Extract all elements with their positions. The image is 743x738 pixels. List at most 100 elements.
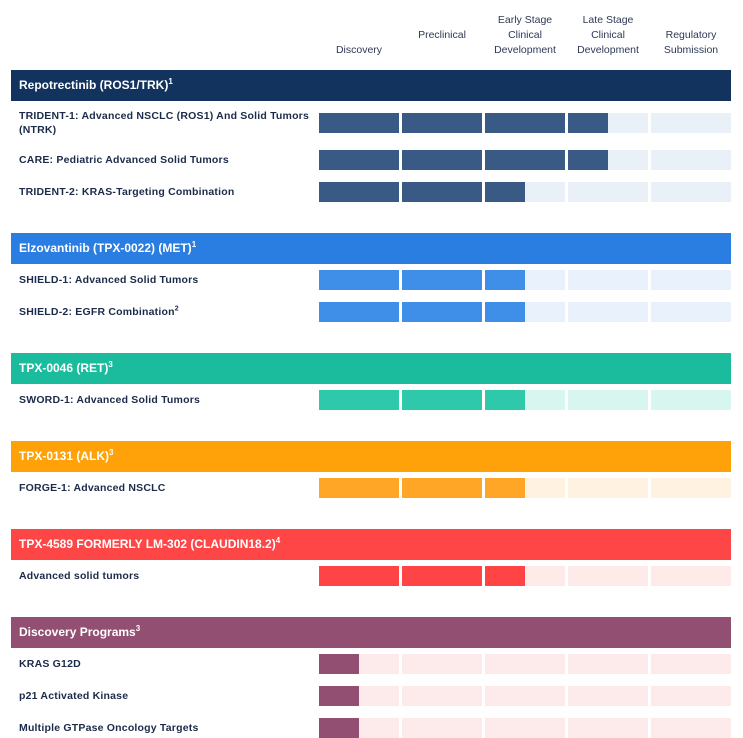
progress-bar-segment	[319, 182, 399, 202]
phase-track-cell	[568, 182, 648, 202]
progress-bar-segment	[319, 270, 399, 290]
progress-bar-segment	[319, 718, 359, 738]
trial-label: SHIELD-2: EGFR Combination2	[19, 305, 309, 319]
phase-header: Regulatory Submission	[663, 29, 719, 56]
phase-track-cell	[651, 150, 731, 170]
trial-label: Advanced solid tumors	[19, 569, 309, 583]
phase-track-cell	[402, 686, 482, 706]
phase-track-cell	[651, 566, 731, 586]
progress-bar-segment	[319, 686, 359, 706]
phase-track-cell	[402, 718, 482, 738]
footnote-marker: 1	[168, 77, 173, 86]
program-header: Elzovantinib (TPX-0022) (MET)1	[11, 233, 731, 264]
footnote-marker: 3	[108, 360, 113, 369]
footnote-marker: 2	[174, 305, 179, 313]
phase-track-cell	[568, 566, 648, 586]
trial-label: SWORD-1: Advanced Solid Tumors	[19, 393, 309, 407]
footnote-marker: 4	[275, 536, 281, 545]
phase-track-cell	[651, 390, 731, 410]
program-header: TPX-0046 (RET)3	[11, 353, 731, 384]
phase-track-cell	[568, 654, 648, 674]
trial-name: KRAS G12D	[19, 658, 81, 670]
progress-bar-segment	[319, 112, 399, 133]
progress-bar-segment	[319, 302, 399, 322]
progress-bar-segment	[319, 478, 399, 498]
progress-bar-segment	[402, 150, 482, 170]
progress-bar-segment	[402, 112, 482, 133]
phase-track-cell	[651, 182, 731, 202]
progress-bar-segment	[319, 566, 399, 586]
program-name: Elzovantinib (TPX-0022) (MET)	[19, 241, 192, 255]
phase-track-cell	[651, 270, 731, 290]
trial-label: TRIDENT-1: Advanced NSCLC (ROS1) And Sol…	[19, 109, 309, 137]
phase-track-cell	[651, 302, 731, 322]
phase-track-cell	[651, 112, 731, 133]
trial-name: Advanced solid tumors	[19, 570, 140, 582]
trial-name: FORGE-1: Advanced NSCLC	[19, 482, 166, 494]
trial-label: CARE: Pediatric Advanced Solid Tumors	[19, 153, 309, 167]
program-header: TPX-4589 FORMERLY LM-302 (CLAUDIN18.2)4	[11, 529, 731, 560]
phase-track-cell	[568, 686, 648, 706]
program-name: TPX-0046 (RET)	[19, 361, 109, 375]
program-name: Discovery Programs	[19, 625, 136, 639]
program-name: Repotrectinib (ROS1/TRK)	[19, 78, 169, 92]
phase-track-cell	[568, 390, 648, 410]
program-header: TPX-0131 (ALK)3	[11, 441, 731, 472]
progress-bar-segment	[319, 390, 399, 410]
phase-track-cell	[651, 718, 731, 738]
trial-name: Multiple GTPase Oncology Targets	[19, 722, 199, 734]
trial-label: Multiple GTPase Oncology Targets	[19, 721, 309, 735]
progress-bar-segment	[568, 150, 608, 170]
phase-track-cell	[485, 654, 565, 674]
progress-bar-segment	[402, 270, 482, 290]
footnote-marker: 3	[135, 624, 141, 633]
trial-name: SHIELD-1: Advanced Solid Tumors	[19, 274, 199, 286]
progress-bar-segment	[485, 390, 525, 410]
phase-track-cell	[568, 478, 648, 498]
progress-bar-segment	[402, 302, 482, 322]
trial-name: CARE: Pediatric Advanced Solid Tumors	[19, 154, 229, 166]
progress-bar-segment	[485, 566, 525, 586]
phase-track-cell	[651, 686, 731, 706]
program-name: TPX-0131 (ALK)	[19, 449, 110, 463]
trial-label: KRAS G12D	[19, 657, 309, 671]
progress-bar-segment	[485, 182, 525, 202]
trial-name: TRIDENT-2: KRAS-Targeting Combination	[19, 186, 235, 198]
trial-name: TRIDENT-1: Advanced NSCLC (ROS1) And Sol…	[19, 109, 310, 136]
trial-name: SWORD-1: Advanced Solid Tumors	[19, 394, 201, 406]
progress-bar-segment	[485, 270, 525, 290]
trial-label: SHIELD-1: Advanced Solid Tumors	[19, 273, 309, 287]
trial-label: p21 Activated Kinase	[19, 689, 309, 703]
phase-header: Late Stage Clinical Development	[577, 14, 639, 56]
progress-bar-segment	[319, 150, 399, 170]
trial-label: FORGE-1: Advanced NSCLC	[19, 481, 309, 495]
program-header: Repotrectinib (ROS1/TRK)1	[11, 70, 731, 101]
phase-track-cell	[568, 302, 648, 322]
program-header: Discovery Programs3	[11, 617, 731, 648]
footnote-marker: 3	[109, 448, 114, 457]
program-name: TPX-4589 FORMERLY LM-302 (CLAUDIN18.2)	[19, 537, 276, 551]
phase-header: Discovery	[335, 44, 383, 56]
progress-bar-segment	[319, 654, 359, 674]
progress-bar-segment	[402, 390, 482, 410]
footnote-marker: 1	[191, 240, 197, 249]
phase-track-cell	[651, 478, 731, 498]
progress-bar-segment	[402, 182, 482, 202]
phase-track-cell	[402, 654, 482, 674]
phase-track-cell	[568, 718, 648, 738]
progress-bar-segment	[485, 112, 565, 133]
progress-bar-segment	[485, 478, 525, 498]
trial-name: SHIELD-2: EGFR Combination	[19, 306, 175, 318]
phase-header: Preclinical	[418, 29, 466, 41]
phase-track-cell	[651, 654, 731, 674]
trial-name: p21 Activated Kinase	[19, 690, 129, 702]
progress-bar-segment	[568, 112, 608, 133]
progress-bar-segment	[485, 302, 525, 322]
phase-track-cell	[485, 686, 565, 706]
phase-header: Early Stage Clinical Development	[494, 14, 556, 56]
progress-bar-segment	[402, 478, 482, 498]
phase-track-cell	[568, 270, 648, 290]
progress-bar-segment	[485, 150, 565, 170]
trial-label: TRIDENT-2: KRAS-Targeting Combination	[19, 185, 309, 199]
